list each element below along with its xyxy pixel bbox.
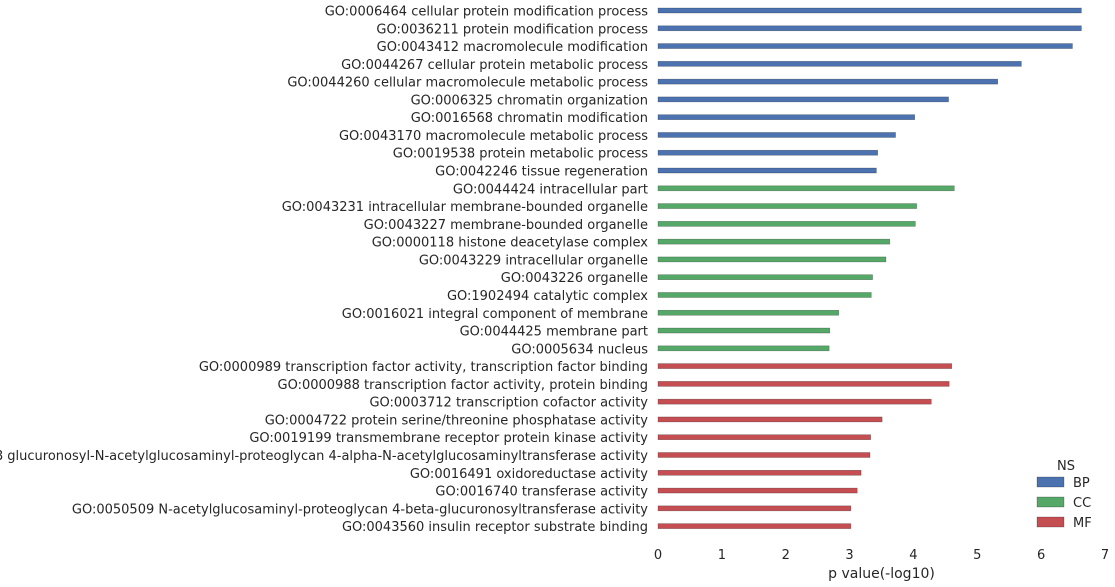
bar-bp	[657, 96, 949, 103]
category-label: GO:0044424 intracellular part	[453, 182, 648, 197]
bar-mf	[657, 363, 953, 369]
category-label: GO:0043229 intracellular organelle	[419, 253, 648, 268]
bar-mf	[657, 487, 858, 494]
bar-cc	[657, 327, 831, 334]
legend-label-bp: BP	[1073, 476, 1090, 491]
bar-cc	[657, 203, 917, 209]
bar-mf	[657, 505, 852, 512]
legend-swatch-mf	[1036, 516, 1065, 528]
category-label: GO:0044425 membrane part	[460, 325, 648, 340]
bar-cc	[657, 256, 887, 263]
category-label: GO:0044267 cellular protein metabolic pr…	[341, 58, 648, 73]
category-label: GO:0043227 membrane-bounded organelle	[364, 218, 648, 233]
legend-items: BP CC MF	[1036, 476, 1092, 531]
legend: NS BP CC MF	[1036, 459, 1092, 531]
category-label: GO:0043226 organelle	[501, 271, 648, 286]
bar-bp	[657, 43, 1073, 49]
bar-mf	[657, 398, 932, 405]
legend-swatch-bp	[1036, 476, 1065, 488]
category-label: GO:0004722 protein serine/threonine phos…	[265, 413, 649, 428]
category-label: GO:0016568 chromatin modification	[411, 111, 648, 126]
bar-mf	[657, 381, 950, 387]
bar-bp	[657, 132, 896, 138]
bar-mf	[657, 434, 871, 441]
category-label: GO:0006464 cellular protein modification…	[325, 5, 648, 20]
category-label: GO:1902494 catalytic complex	[447, 289, 648, 304]
category-label: GO:0000989 transcription factor activity…	[199, 360, 648, 375]
bar-mf	[657, 469, 862, 476]
category-label: GO:0044260 cellular macromolecule metabo…	[287, 76, 648, 91]
category-label: GO:0000988 transcription factor activity…	[278, 378, 649, 393]
bar-mf	[657, 523, 852, 529]
bar-bp	[657, 78, 999, 85]
bar-bp	[657, 149, 878, 156]
category-label: GO:0005634 nucleus	[511, 342, 648, 357]
category-label: GO:0019538 protein metabolic process	[393, 147, 648, 162]
category-label: GO:0016021 integral component of membran…	[342, 307, 648, 322]
category-labels: GO:0006464 cellular protein modification…	[0, 5, 648, 536]
legend-label-mf: MF	[1073, 516, 1092, 531]
bar-cc	[657, 221, 916, 227]
category-label: GO:0016740 transferase activity	[435, 485, 648, 500]
category-label: GO:0043412 macromolecule modification	[377, 40, 648, 55]
bar-cc	[657, 238, 891, 245]
x-tick-label: 0	[654, 548, 662, 563]
legend-title: NS	[1057, 459, 1075, 474]
bar-bp	[657, 7, 1082, 14]
category-label: GO:0006325 chromatin organization	[411, 93, 648, 108]
bar-cc	[657, 292, 872, 298]
category-label: GO:0036211 protein modification process	[376, 22, 648, 37]
category-label: GO:0050508 glucuronosyl-N-acetylglucosam…	[0, 449, 648, 464]
x-axis-ticks: 0 1 2 3 4 5 6 7	[654, 548, 1109, 563]
x-tick-label: 7	[1101, 548, 1109, 563]
bar-mf	[657, 452, 871, 458]
category-label: GO:0042246 tissue regeneration	[435, 165, 648, 180]
category-label: GO:0000118 histone deacetylase complex	[372, 236, 649, 251]
category-label: GO:0050509 N-acetylglucosaminyl-proteogl…	[72, 502, 648, 517]
category-label: GO:0019199 transmembrane receptor protei…	[249, 431, 648, 446]
bar-bp	[657, 61, 1022, 67]
category-label: GO:0043170 macromolecule metabolic proce…	[339, 129, 648, 144]
x-tick-label: 6	[1037, 548, 1045, 563]
bar-cc	[657, 185, 955, 192]
category-label: GO:0043231 intracellular membrane-bounde…	[282, 200, 648, 215]
bar-bp	[657, 167, 877, 174]
category-label: GO:0043560 insulin receptor substrate bi…	[342, 520, 648, 535]
x-tick-label: 1	[718, 548, 726, 563]
x-tick-label: 5	[973, 548, 981, 563]
x-axis-label: p value(-log10)	[828, 566, 935, 582]
bar-bp	[657, 25, 1082, 32]
x-tick-label: 2	[782, 548, 790, 563]
bar-cc	[657, 345, 830, 352]
bar-bp	[657, 114, 916, 120]
bar-cc	[657, 274, 873, 281]
x-tick-label: 3	[845, 548, 853, 563]
legend-label-cc: CC	[1073, 496, 1091, 511]
category-label: GO:0016491 oxidoreductase activity	[410, 467, 648, 482]
bar-mf	[657, 416, 883, 423]
bars-layer	[657, 7, 1082, 529]
bar-cc	[657, 309, 840, 316]
x-tick-label: 4	[909, 548, 917, 563]
legend-swatch-cc	[1036, 496, 1065, 508]
category-label: GO:0003712 transcription cofactor activi…	[369, 396, 648, 411]
